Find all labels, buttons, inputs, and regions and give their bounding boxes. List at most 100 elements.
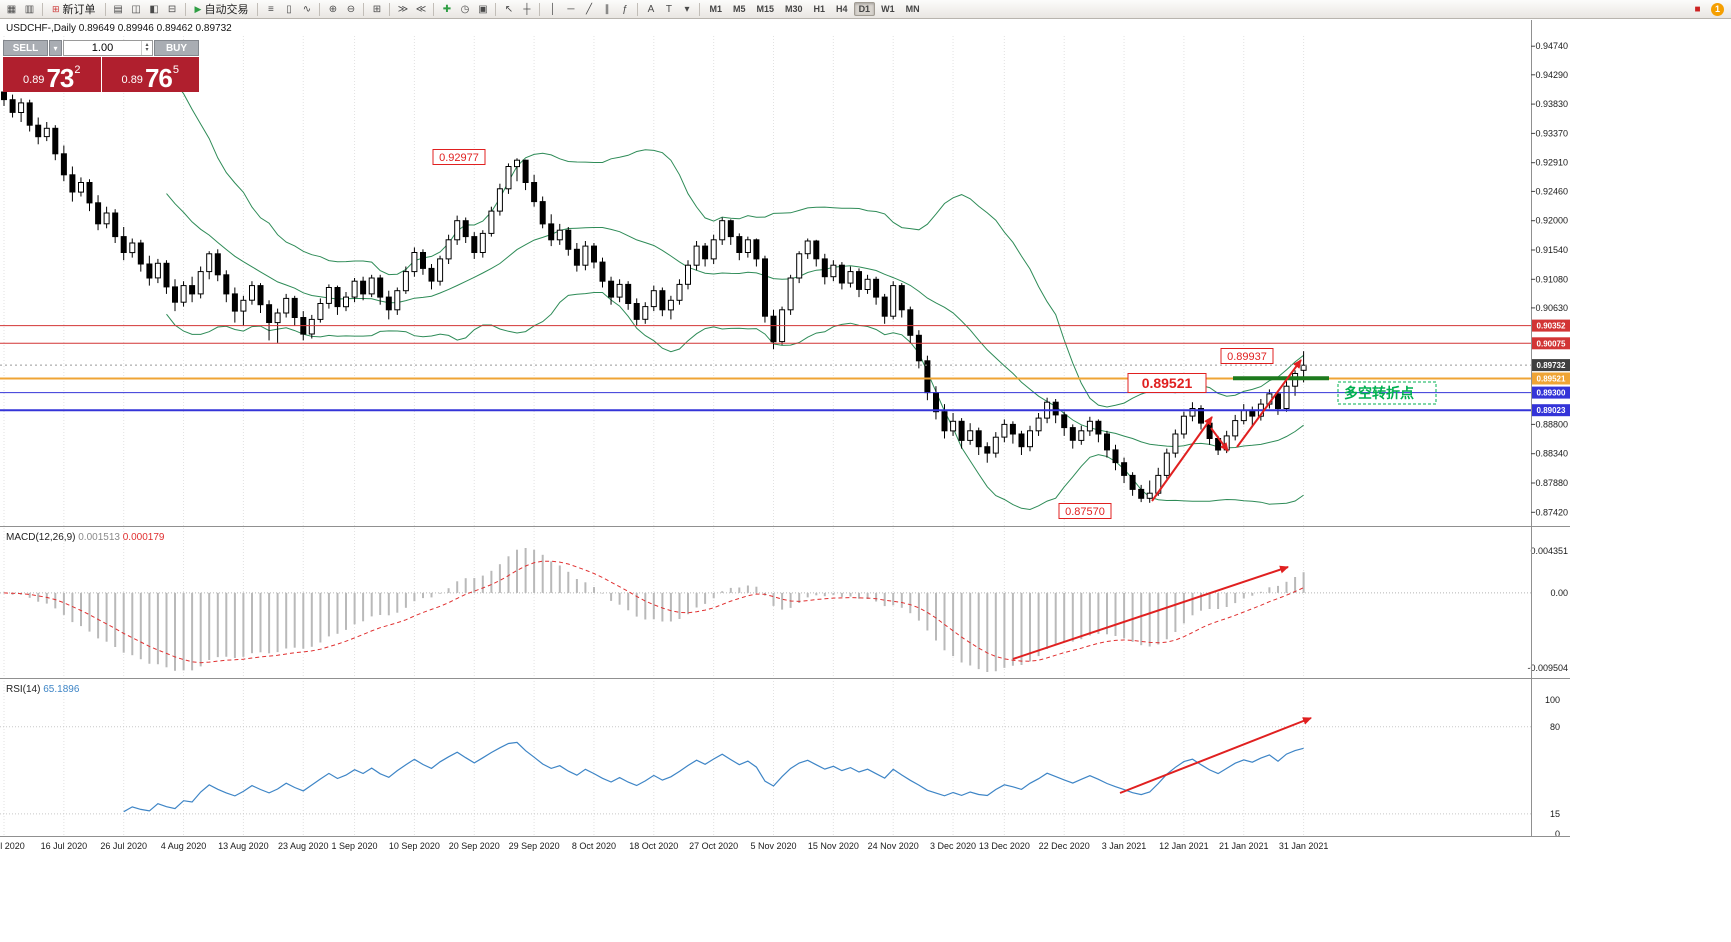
rsi-pane: RSI(14) 65.1896 100 80 15 0 (0, 684, 1560, 839)
timeframe-m5-button[interactable]: M5 (732, 4, 746, 14)
volume-up-icon[interactable]: ▴ (145, 42, 149, 48)
tile-windows-icon[interactable]: ⊞ (372, 3, 382, 15)
price-label-text: 0.89937 (1227, 351, 1267, 363)
candle (377, 274, 384, 305)
timeframe-m1-button[interactable]: M1 (709, 4, 722, 14)
price-label-box[interactable] (1220, 348, 1274, 364)
zoom-in-icon[interactable]: ⊕ (328, 3, 338, 15)
fibonacci-icon[interactable]: ƒ (622, 3, 628, 15)
text-icon[interactable]: A (647, 3, 655, 15)
timeframe-m15-button[interactable]: M15 (756, 4, 775, 14)
candle (291, 295, 298, 326)
candle (334, 285, 341, 315)
svg-text:0.90352: 0.90352 (1537, 322, 1566, 331)
periods-icon[interactable]: ◷ (460, 3, 470, 15)
candle (189, 276, 196, 303)
price-label-box[interactable] (1127, 373, 1207, 393)
chart-shift-icon[interactable]: ≪ (415, 3, 427, 15)
buy-price-button[interactable]: 0.89 76 5 (101, 57, 199, 93)
candle (710, 234, 717, 264)
new-order-button[interactable]: ⊞ 新订单 (47, 2, 101, 17)
candle (787, 274, 794, 315)
indicators-icon[interactable]: ✚ (442, 3, 452, 15)
candle (60, 145, 67, 182)
macd-histogram (11, 548, 1305, 672)
timeframe-h4-button[interactable]: H4 (836, 4, 848, 14)
candle (1163, 448, 1170, 479)
candle (360, 276, 367, 301)
date-axis[interactable]: 6 Jul 2020 16 Jul 2020 26 Jul 2020 4 Aug 20… (0, 841, 1328, 851)
toolbar-separator (184, 2, 186, 16)
timeframe-m30-button[interactable]: M30 (785, 4, 803, 14)
pane-separators[interactable] (0, 20, 1570, 837)
arrows-tool-icon[interactable]: ▾ (684, 3, 690, 15)
candle (890, 281, 897, 320)
toolbar-separator (495, 2, 497, 16)
candle (206, 251, 213, 280)
candle (197, 266, 204, 299)
price-label-text: 0.89521 (1142, 375, 1193, 391)
trend-arrow[interactable] (1210, 427, 1229, 452)
new-chart-icon[interactable]: ▦ (6, 3, 17, 15)
price-tick-label: 0.94740 (1535, 41, 1568, 51)
candle (1035, 413, 1042, 436)
autotrading-button[interactable]: ▶ 自动交易 (190, 2, 254, 17)
price-label-box[interactable] (1058, 503, 1112, 519)
candle (873, 276, 880, 305)
volume-down-icon[interactable]: ▾ (145, 47, 149, 53)
vertical-line-icon[interactable]: │ (549, 3, 557, 15)
trendline-icon[interactable]: ╱ (585, 3, 592, 15)
terminal-icon[interactable]: ⊟ (167, 3, 177, 15)
templates-icon[interactable]: ▣ (478, 3, 488, 15)
navigator-icon[interactable]: ◧ (149, 3, 159, 15)
bar-chart-icon[interactable]: ≡ (268, 3, 274, 15)
channel-icon[interactable]: ∥ (604, 3, 610, 15)
buy-price-sup: 5 (172, 64, 179, 76)
cursor-icon[interactable]: ↖ (504, 3, 514, 15)
candle (223, 270, 230, 303)
price-marker-box (1532, 404, 1570, 417)
crosshair-icon[interactable]: ┼ (523, 3, 531, 15)
trend-arrow[interactable] (1236, 359, 1302, 448)
sell-options-dropdown[interactable]: ▾ (49, 40, 62, 56)
alert-icon[interactable]: ■ (1694, 3, 1701, 15)
data-window-icon[interactable]: ◫ (131, 3, 141, 15)
price-axis[interactable]: 0.94740 0.94290 0.93830 0.93370 0.92910 0.924… (1531, 41, 1570, 517)
timeframe-h1-button[interactable]: H1 (813, 4, 826, 14)
annotations[interactable]: 0.92977 0.89937 0.89521 0.87570 多空转折点 (432, 149, 1437, 794)
candlestick-chart-icon[interactable]: ▯ (286, 3, 292, 15)
text-label-icon[interactable]: T (665, 3, 673, 15)
horizontal-line-icon[interactable]: ─ (567, 3, 575, 15)
toolbar-separator (319, 2, 321, 16)
auto-scroll-icon[interactable]: ≫ (397, 3, 409, 15)
timeframe-w1-button[interactable]: W1 (881, 4, 895, 14)
volume-input[interactable] (64, 41, 141, 55)
toolbar-separator (42, 2, 43, 16)
trend-arrow[interactable] (1012, 565, 1289, 660)
candle (505, 163, 512, 194)
candle (625, 281, 632, 310)
candle (172, 279, 178, 312)
chart-profiles-icon[interactable]: ▥ (24, 3, 35, 15)
market-watch-icon[interactable]: ▤ (113, 3, 123, 15)
candle (479, 230, 486, 258)
timeframe-mn-button[interactable]: MN (905, 4, 920, 14)
zoom-out-icon[interactable]: ⊖ (346, 3, 356, 15)
buy-price-big: 76 (144, 62, 173, 93)
date-label: 20 Sep 2020 (449, 841, 500, 851)
notifications-icon[interactable]: 1 (1711, 2, 1724, 16)
sell-price-button[interactable]: 0.89 73 2 (3, 57, 101, 92)
candle (78, 177, 84, 197)
candle (514, 158, 520, 182)
trend-arrow[interactable] (1119, 717, 1312, 794)
price-label-box[interactable] (432, 149, 486, 165)
candle (591, 243, 597, 269)
buy-button[interactable]: BUY (154, 40, 199, 56)
sell-button[interactable]: SELL (3, 40, 48, 56)
timeframe-d1-button[interactable]: D1 (853, 2, 876, 16)
candle (317, 298, 324, 323)
candle (1018, 430, 1025, 455)
line-chart-icon[interactable]: ∿ (302, 3, 312, 15)
trend-arrow[interactable] (1151, 416, 1213, 502)
volume-stepper[interactable]: ▴ ▾ (141, 41, 152, 55)
